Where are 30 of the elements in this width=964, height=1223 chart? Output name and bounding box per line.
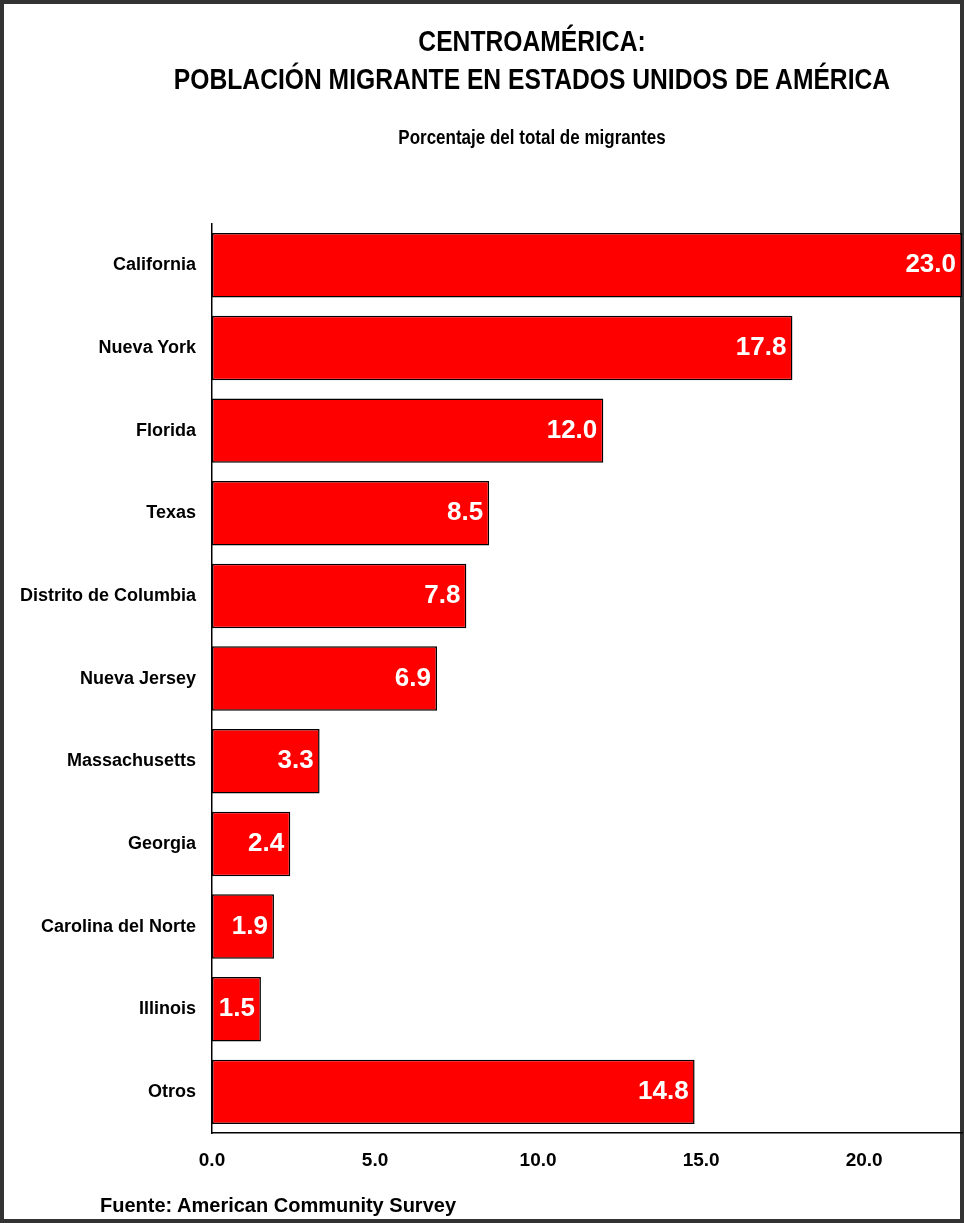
x-tick-label: 20.0 [845, 1148, 883, 1170]
data-label: 1.5 [218, 992, 255, 1023]
data-label: 17.8 [735, 331, 787, 362]
data-label: 14.8 [638, 1075, 689, 1106]
data-label: 12.0 [546, 413, 598, 444]
y-tick-label: Texas [146, 502, 197, 523]
x-tick-label: 10.0 [519, 1148, 557, 1170]
y-tick-label: Otros [147, 1080, 197, 1101]
chart-title: CENTROAMÉRICA: POBLACIÓN MIGRANTE EN ESTADOS UNIDOS DE AMÉRICA [172, 23, 892, 97]
y-tick-label: Nueva Jersey [79, 667, 197, 688]
data-label: 1.9 [231, 909, 268, 940]
data-label: 6.9 [394, 661, 432, 692]
y-tick-label: Georgia [127, 832, 197, 853]
y-tick-label: Distrito de Columbia [19, 584, 197, 605]
y-tick-label: Massachusetts [66, 750, 197, 771]
data-label: 7.8 [424, 579, 461, 610]
y-tick-label: Illinois [138, 998, 197, 1019]
source-note: Fuente: American Community Survey [100, 1194, 457, 1217]
y-tick-label: Florida [135, 419, 197, 440]
y-tick-label: California [112, 254, 197, 275]
x-tick-label: 0.0 [198, 1148, 226, 1170]
data-label: 2.4 [248, 827, 285, 858]
data-label: 23.0 [905, 248, 956, 279]
chart-subtitle: Porcentaje del total de migrantes [397, 126, 667, 149]
y-tick-label: Carolina del Norte [40, 915, 197, 936]
data-label: 3.3 [277, 744, 314, 775]
data-label: 8.5 [447, 496, 484, 527]
x-tick-label: 5.0 [361, 1148, 389, 1170]
x-tick-label: 15.0 [682, 1148, 720, 1170]
y-tick-label: Nueva York [98, 336, 197, 357]
